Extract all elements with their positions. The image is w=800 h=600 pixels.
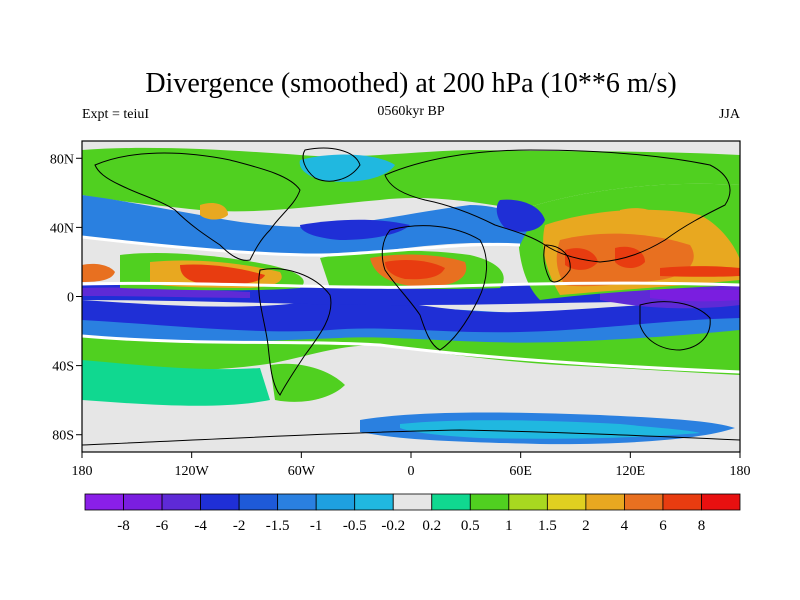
colorbar-label: 0.2 bbox=[422, 518, 441, 534]
coast-africa bbox=[381, 225, 488, 351]
colorbar-label: 1.5 bbox=[538, 518, 557, 534]
region-western-pacific-core bbox=[650, 289, 740, 302]
region-asia-red-east bbox=[615, 246, 645, 268]
subtitle-right: JJA bbox=[719, 107, 741, 122]
y-tick-label: 0 bbox=[67, 291, 74, 306]
colorbar-label: 1 bbox=[505, 518, 513, 534]
map-plot bbox=[82, 141, 740, 452]
colorbar-label: 4 bbox=[621, 518, 629, 534]
y-tick-label: 80S bbox=[52, 429, 74, 444]
colorbar-swatch bbox=[508, 493, 548, 511]
y-tick-label: 80N bbox=[50, 152, 74, 167]
region-south-dark-band bbox=[82, 298, 740, 333]
colorbar-swatch bbox=[200, 493, 240, 511]
region-dateline-divergence bbox=[82, 263, 115, 282]
x-tick-label: 180 bbox=[730, 464, 751, 479]
coast-north-america bbox=[94, 152, 301, 261]
subtitle-center: 0560kyr BP bbox=[377, 104, 445, 119]
region-east-pacific-red bbox=[180, 264, 265, 285]
region-africa-red bbox=[385, 260, 445, 280]
region-north-pacific-red bbox=[660, 266, 740, 277]
colorbar-label: 2 bbox=[582, 518, 590, 534]
region-north-green-belt bbox=[82, 147, 740, 212]
region-north-dark-blue bbox=[300, 219, 410, 240]
y-axis: 80N 40N 0 40S 80S bbox=[50, 152, 82, 444]
colorbar-swatch bbox=[624, 493, 664, 511]
colorbar-swatch bbox=[315, 493, 356, 511]
colorbar-label: -1 bbox=[310, 518, 323, 534]
colorbar-swatch bbox=[277, 493, 317, 511]
y-tick-label: 40N bbox=[50, 221, 74, 236]
x-tick-label: 120E bbox=[616, 464, 646, 479]
zero-contour-south bbox=[82, 334, 740, 374]
colorbar-swatch bbox=[546, 493, 587, 511]
region-north-atlantic-cyan bbox=[299, 154, 395, 182]
colorbar-label: 6 bbox=[659, 518, 667, 534]
x-tick-label: 0 bbox=[408, 464, 415, 479]
x-axis: 180 120W 60W 0 60E 120E 180 bbox=[72, 452, 751, 479]
colorbar-label: -6 bbox=[156, 518, 169, 534]
colorbar-swatch bbox=[662, 493, 702, 511]
colorbar-swatch bbox=[123, 493, 163, 511]
colorbar-label: -0.5 bbox=[343, 518, 367, 534]
coastlines bbox=[82, 147, 740, 446]
y-tick-label: 40S bbox=[52, 360, 74, 375]
coast-australia bbox=[639, 301, 711, 351]
colorbar-label: -8 bbox=[117, 518, 130, 534]
coast-greenland bbox=[302, 147, 361, 182]
coast-south-america bbox=[258, 268, 332, 396]
colorbar-label: -1.5 bbox=[266, 518, 290, 534]
region-south-america-green bbox=[270, 363, 345, 402]
colorbar-label: 0.5 bbox=[461, 518, 480, 534]
region-middle-east-blue bbox=[496, 199, 545, 232]
colorbar: -8 -6 -4 -2 -1.5 -1 -0.5 -0.2 0.2 0.5 1 1.5 2 4 6 8 bbox=[84, 493, 741, 534]
region-southern-teal bbox=[82, 360, 270, 406]
region-north-pacific-orange bbox=[200, 203, 228, 220]
colorbar-swatch bbox=[469, 493, 510, 511]
x-tick-label: 60W bbox=[288, 464, 316, 479]
colorbar-swatch bbox=[701, 493, 741, 511]
colorbar-label: -4 bbox=[194, 518, 207, 534]
x-tick-label: 120W bbox=[175, 464, 210, 479]
x-tick-label: 180 bbox=[72, 464, 93, 479]
colorbar-label: 8 bbox=[698, 518, 706, 534]
colorbar-swatch bbox=[431, 493, 471, 511]
coast-europe-asia bbox=[384, 149, 731, 263]
colorbar-label: -2 bbox=[233, 518, 246, 534]
zero-contour-equatorial bbox=[82, 281, 740, 289]
colorbar-swatch bbox=[238, 493, 279, 511]
zero-contour-north bbox=[82, 235, 521, 257]
subtitle-left: Expt = teiuI bbox=[82, 107, 149, 122]
colorbar-swatch bbox=[84, 493, 124, 511]
region-north-blue-band bbox=[82, 195, 530, 254]
colorbar-label: -0.2 bbox=[381, 518, 405, 534]
colorbar-swatch bbox=[354, 493, 394, 511]
colorbar-swatch bbox=[392, 493, 433, 511]
region-antarctic-cyan bbox=[400, 420, 700, 439]
chart-title: Divergence (smoothed) at 200 hPa (10**6 … bbox=[145, 68, 676, 99]
coast-antarctica bbox=[82, 429, 740, 446]
colorbar-swatch bbox=[585, 493, 625, 511]
x-tick-label: 60E bbox=[509, 464, 532, 479]
region-east-asia-orange bbox=[620, 208, 662, 228]
coast-india bbox=[543, 244, 571, 283]
colorbar-swatch bbox=[161, 493, 201, 511]
